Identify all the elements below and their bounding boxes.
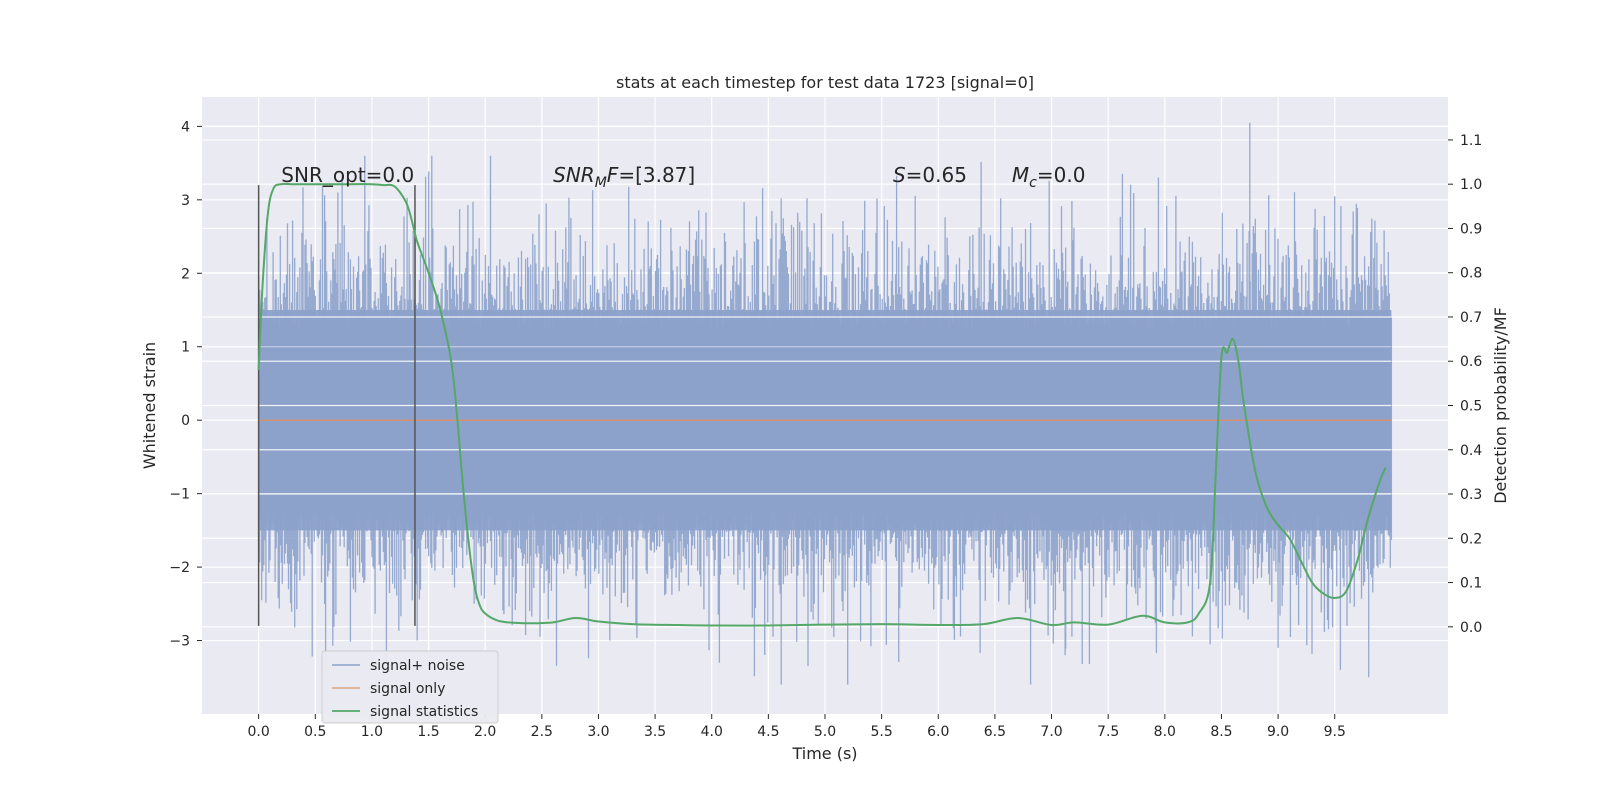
x-tick-label: 6.0 [927, 724, 949, 740]
y-tick-label: 1 [181, 340, 190, 356]
x-tick-label: 4.0 [701, 724, 723, 740]
y2-tick-label: 0.2 [1460, 531, 1482, 547]
y2-tick-label: 0.5 [1460, 399, 1482, 415]
series-signal-statistics [257, 182, 1387, 627]
y-tick-label: 2 [181, 266, 190, 282]
chart-title: stats at each timestep for test data 172… [616, 73, 1034, 92]
x-tick-label: 5.5 [871, 724, 893, 740]
legend-label: signal statistics [370, 704, 478, 720]
x-tick-label: 8.5 [1210, 724, 1232, 740]
y2-axis-label: Detection probability/MF [1491, 307, 1510, 504]
y-axis-label: Whitened strain [140, 342, 159, 469]
x-tick-label: 1.0 [361, 724, 383, 740]
y2-tick-label: 0.4 [1460, 443, 1482, 459]
x-tick-label: 1.5 [417, 724, 439, 740]
x-tick-label: 0.5 [304, 724, 326, 740]
y2-tick-label: 1.0 [1460, 177, 1482, 193]
legend [321, 650, 499, 724]
x-tick-label: 3.0 [587, 724, 609, 740]
x-tick-label: 0.0 [248, 724, 270, 740]
x-tick-label: 4.5 [757, 724, 779, 740]
y2-tick-label: 0.8 [1460, 266, 1482, 282]
legend-label: signal only [370, 681, 445, 697]
annotation-1: SNRMF=[3.87] [553, 163, 695, 191]
x-tick-label: 2.5 [531, 724, 553, 740]
annotation-2: S=0.65 [893, 163, 967, 187]
y-tick-label: 3 [181, 193, 190, 209]
y2-tick-label: 0.9 [1460, 221, 1482, 237]
legend-label: signal+ noise [370, 658, 465, 674]
x-tick-label: 8.0 [1154, 724, 1176, 740]
x-tick-label: 6.5 [984, 724, 1006, 740]
y-tick-label: −3 [169, 634, 190, 650]
y-tick-label: −2 [169, 560, 190, 576]
y2-tick-label: 0.6 [1460, 354, 1482, 370]
y-tick-label: −1 [169, 487, 190, 503]
y2-tick-label: 0.3 [1460, 487, 1482, 503]
y2-tick-label: 0.0 [1460, 620, 1482, 636]
y-tick-label: 4 [181, 119, 190, 135]
x-tick-label: 5.0 [814, 724, 836, 740]
annotation-0: SNR_opt=0.0 [281, 163, 414, 187]
annotation-3: Mc=0.0 [1012, 163, 1086, 191]
x-tick-label: 9.0 [1267, 724, 1289, 740]
x-axis-label: Time (s) [791, 744, 857, 763]
y-tick-label: 0 [181, 413, 190, 429]
x-tick-label: 9.5 [1324, 724, 1346, 740]
x-tick-label: 7.0 [1040, 724, 1062, 740]
y2-tick-label: 0.1 [1460, 576, 1482, 592]
y2-tick-label: 0.7 [1460, 310, 1482, 326]
y2-tick-label: 1.1 [1460, 133, 1482, 149]
x-tick-label: 2.0 [474, 724, 496, 740]
x-tick-label: 7.5 [1097, 724, 1119, 740]
x-tick-label: 3.5 [644, 724, 666, 740]
